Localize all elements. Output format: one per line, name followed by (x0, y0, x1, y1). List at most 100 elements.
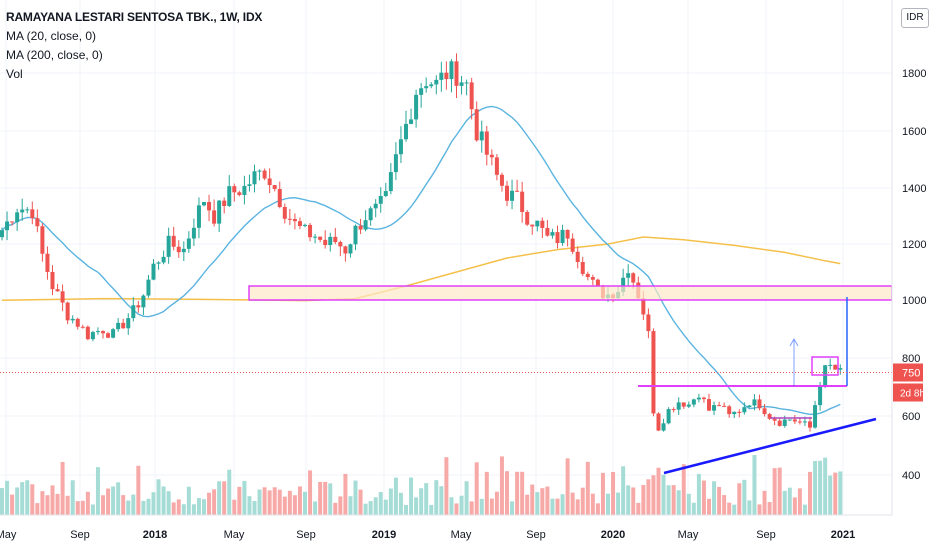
volume-bar (499, 456, 504, 515)
volume-bar (787, 487, 792, 515)
volume-bar (136, 465, 141, 515)
candle-body (151, 263, 156, 280)
candle-body (80, 326, 85, 328)
volume-bar (459, 495, 464, 515)
candle-body (686, 404, 691, 407)
volume-bar (106, 488, 111, 515)
candle-body (393, 154, 398, 173)
volume-bar (833, 472, 838, 515)
volume-bar (555, 498, 560, 515)
volume-bar (732, 504, 737, 515)
volume-bar (686, 493, 691, 515)
candle-body (808, 421, 812, 428)
volume-bar (398, 492, 403, 515)
candle-body (505, 185, 509, 201)
indicator-volume-label[interactable]: Vol (6, 67, 23, 81)
candle-body (550, 232, 555, 236)
volume-bar (353, 480, 358, 515)
volume-bar (25, 480, 30, 515)
candle-body (404, 123, 408, 140)
candle-body (136, 305, 141, 308)
candle-body (343, 246, 348, 254)
volume-bar (30, 484, 35, 515)
volume-bar (267, 490, 272, 515)
volume-bar (35, 503, 40, 515)
candle-body (701, 397, 706, 400)
resistance-zone (248, 285, 893, 301)
indicator-ma20-label[interactable]: MA (20, close, 0) (6, 29, 97, 43)
candle-body (60, 291, 65, 303)
volume-bar (550, 498, 555, 515)
candle-body (378, 196, 383, 204)
candle-body (651, 331, 656, 414)
candle-body (308, 224, 313, 238)
volume-bar (277, 489, 282, 515)
volume-bar (60, 461, 65, 515)
time-tick-label: 2020 (601, 529, 625, 541)
candle-body (762, 408, 767, 415)
candle-body (5, 221, 10, 231)
candle-body (772, 418, 777, 421)
volume-bar (131, 494, 136, 515)
candle-body (353, 225, 358, 245)
volume-bar (616, 492, 621, 515)
candle-body (45, 253, 50, 272)
symbol-title[interactable]: RAMAYANA LESTARI SENTOSA TBK., 1W, IDX (6, 10, 263, 24)
candle-body (525, 211, 530, 225)
candle-body (666, 409, 671, 424)
volume-bar (45, 495, 50, 515)
volume-bar (797, 488, 802, 515)
candle-body (181, 248, 186, 253)
time-tick-label: May (224, 529, 245, 541)
volume-bar (626, 485, 631, 515)
volume-bar (313, 501, 318, 515)
currency-badge[interactable]: IDR (901, 8, 929, 28)
indicator-ma200-label[interactable]: MA (200, close, 0) (6, 48, 103, 62)
volume-bar (636, 502, 641, 515)
volume-bar (595, 503, 600, 515)
candle-body (171, 235, 176, 247)
volume-bar (116, 482, 121, 515)
volume-bar (424, 483, 429, 515)
candle-body (752, 399, 757, 406)
volume-bar (565, 458, 570, 515)
volume-bar (560, 494, 565, 515)
volume-bar (257, 489, 262, 515)
volume-bar (444, 457, 449, 515)
volume-bar (227, 469, 232, 515)
candle-body (585, 273, 590, 278)
candle-body (489, 154, 494, 158)
candle-body (328, 236, 333, 246)
volume-bar (540, 488, 545, 515)
volume-bar (90, 504, 95, 515)
volume-bar (338, 496, 343, 515)
volume-bar (287, 490, 292, 515)
volume-bar (15, 487, 20, 515)
candle-body (318, 236, 323, 240)
candle-body (646, 314, 651, 332)
price-tick-label: 800 (902, 353, 920, 365)
volume-bar (757, 504, 762, 515)
candle-body (409, 119, 414, 124)
candle-body (742, 407, 747, 413)
candle-body (530, 224, 535, 227)
candle-body (535, 220, 540, 227)
candle-body (50, 271, 55, 290)
candle-body (363, 220, 368, 230)
volume-bar (535, 492, 540, 515)
candle-body (696, 397, 701, 400)
candle-body (35, 218, 40, 227)
volume-bar (414, 497, 419, 515)
volume-bar (419, 488, 424, 515)
volume-bar (606, 493, 610, 515)
candle-body (520, 191, 525, 212)
volume-bar (434, 480, 439, 515)
time-tick-label: May (451, 529, 472, 541)
candle-body (156, 262, 161, 264)
candle-body (131, 305, 136, 319)
measure-arrowhead (789, 337, 799, 347)
volume-bar (722, 495, 727, 515)
candle-body (121, 322, 126, 329)
